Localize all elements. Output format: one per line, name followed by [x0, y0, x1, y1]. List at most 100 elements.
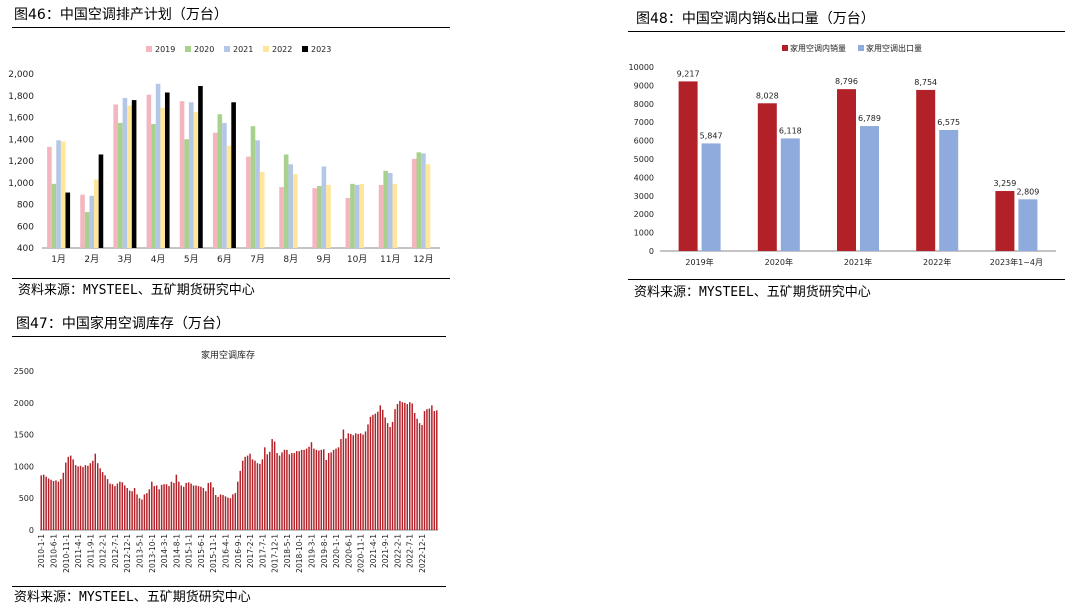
fig48-bar-export: [780, 138, 800, 251]
fig47-bar: [217, 496, 219, 530]
fig46-bar-2022: [425, 164, 431, 248]
fig46-bar-2020: [151, 124, 156, 248]
fig48-bar-domestic: [757, 103, 777, 252]
fig46-bar-2022: [193, 112, 199, 248]
fig46-bar-2022: [326, 184, 331, 248]
fig46-legend-swatch: [146, 46, 152, 52]
fig47-bar: [136, 494, 138, 530]
fig47-xtick-label: 2021-9-1: [381, 534, 390, 568]
fig47-bar: [65, 462, 67, 530]
fig47-xtick-label: 2019-3-1: [307, 534, 316, 568]
fig48-data-label: 6,789: [858, 114, 881, 123]
fig46-legend-label: 2020: [194, 45, 214, 54]
fig47-bar: [281, 452, 283, 530]
fig46-bar-2020: [250, 126, 256, 248]
fig47-bar: [364, 431, 367, 530]
fig47-bar: [141, 499, 143, 530]
fig47-bar: [394, 409, 396, 530]
fig47-bar: [323, 449, 325, 530]
fig47-bottom-rule: [12, 586, 446, 587]
fig46-bar-2019: [279, 187, 284, 248]
fig48-ytick-label: 0: [649, 247, 654, 256]
fig47-bar: [96, 463, 99, 530]
fig46-xtick-label: 1月: [51, 254, 66, 265]
fig47-bar: [227, 497, 229, 530]
fig46-bar-2023: [198, 85, 203, 249]
fig47-top-rule: [12, 336, 446, 337]
fig47-bar: [116, 483, 119, 530]
fig47-xtick-label: 2021-4-1: [369, 534, 378, 568]
fig47-xtick-label: 2010-11-1: [62, 534, 71, 573]
fig47-bar: [347, 433, 350, 530]
fig47-bar: [396, 404, 399, 530]
fig47-xtick-label: 2010-6-1: [50, 534, 59, 568]
fig48-bar-domestic: [995, 191, 1015, 251]
fig47-bar: [325, 460, 327, 530]
fig47-bar: [52, 481, 55, 530]
fig47-xtick-label: 2020-1-1: [332, 534, 341, 568]
fig46-bar-2022: [160, 107, 165, 249]
fig46-bar-2022: [60, 141, 66, 248]
fig47-bar: [374, 413, 377, 530]
fig47-bar: [87, 465, 89, 530]
fig47-bar: [254, 460, 256, 530]
fig47-bar: [57, 481, 60, 530]
fig48-bottom-rule: [628, 279, 1065, 280]
fig46-bar-2021: [56, 140, 61, 248]
fig47-xtick-label: 2018-10-1: [295, 534, 304, 573]
fig48-xtick-label: 2020年: [765, 257, 793, 267]
fig46-bar-2019: [146, 94, 152, 248]
fig47-bar: [436, 410, 438, 530]
fig47-bar: [67, 456, 69, 530]
fig47-bar: [295, 451, 298, 530]
fig48-ytick-label: 10000: [629, 63, 654, 72]
fig47-bar: [345, 438, 347, 530]
fig48-ytick-label: 7000: [634, 118, 654, 127]
fig46-legend-label: 2023: [311, 45, 331, 54]
fig47-bar: [241, 460, 244, 530]
fig46-bar-2019: [113, 104, 119, 248]
fig47-bar: [131, 491, 133, 530]
fig47-chart: 家用空调库存 0 500 1000 1500 2000 2500 2010-1-1 2010-6…: [14, 349, 438, 573]
fig47-bar: [335, 448, 337, 530]
fig47-bar: [266, 454, 268, 530]
fig47-bar: [318, 450, 320, 530]
fig47-bar: [69, 455, 72, 530]
fig46-ytick-label: 400: [17, 244, 34, 254]
fig46-ytick-label: 600: [17, 222, 34, 232]
fig48-bar-export: [939, 130, 959, 251]
fig46-bar-2019: [411, 158, 417, 248]
fig47-ytick-label: 1500: [14, 431, 34, 440]
fig47-chart-title: 家用空调库存: [201, 349, 255, 361]
fig46-legend-swatch: [263, 46, 269, 52]
fig48-bar-domestic: [916, 89, 936, 252]
fig48-data-label: 2,809: [1016, 187, 1039, 196]
fig48-bar-domestic: [678, 81, 698, 251]
fig46-bar-2022: [293, 174, 298, 248]
fig47-xtick-label: 2022-12-1: [418, 534, 427, 573]
fig47-xtick-label: 2011-9-1: [86, 534, 95, 568]
fig48-data-label: 9,217: [677, 69, 700, 78]
fig48-legend-swatch: [858, 45, 864, 51]
fig47-bar: [237, 481, 239, 530]
fig47-bar: [278, 455, 281, 530]
fig48-chart: 0 1000 2000 3000 4000 5000 6000 7000 8000 9000 100…: [629, 43, 1056, 267]
fig47-bar: [308, 446, 310, 530]
fig48-legend-label: 家用空调出口量: [866, 43, 922, 53]
fig46-bar-2021: [255, 140, 260, 248]
fig47-bar: [178, 481, 180, 530]
fig47-bar: [222, 495, 224, 530]
fig47-xtick-label: 2015-1-1: [185, 534, 194, 568]
fig47-bar: [384, 417, 386, 530]
fig47-xtick-label: 2015-11-1: [209, 534, 218, 573]
fig47-bar: [357, 433, 359, 530]
fig46-bar-2021: [321, 166, 327, 248]
fig47-bar: [185, 482, 187, 530]
fig48-source: 资料来源：MYSTEEL、五矿期货研究中心: [634, 285, 871, 300]
fig47-xtick-label: 2015-6-1: [197, 534, 206, 568]
fig47-bar: [92, 460, 94, 530]
fig47-bar: [391, 421, 394, 530]
fig47-bar: [359, 433, 362, 530]
fig47-bar: [121, 482, 124, 530]
fig46-legend-label: 2021: [233, 45, 253, 54]
